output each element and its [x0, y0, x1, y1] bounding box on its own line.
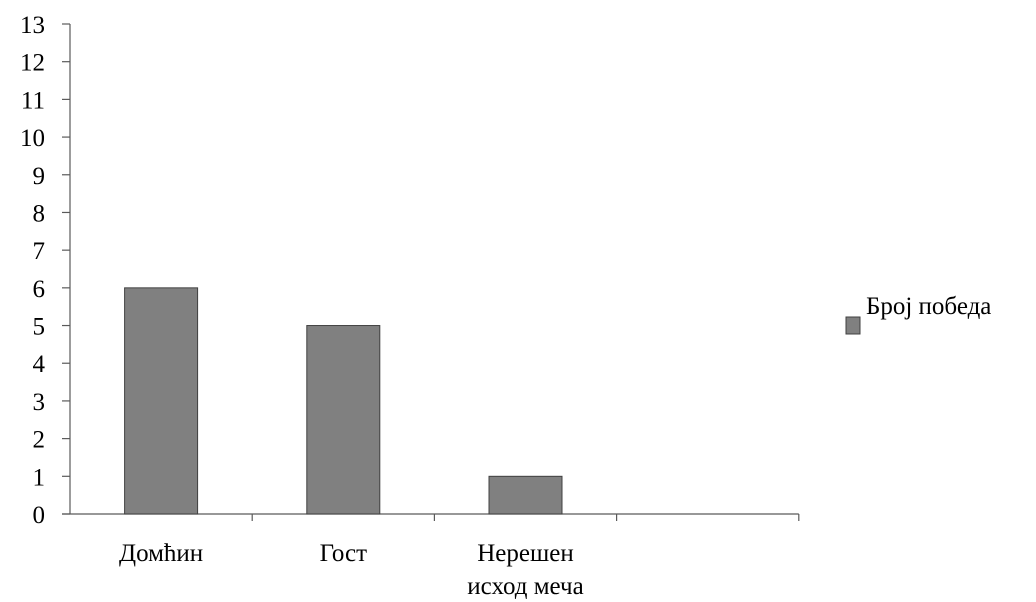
- legend-swatch: [845, 316, 861, 335]
- x-axis: [62, 513, 800, 521]
- y-tick-label: 0: [33, 502, 46, 529]
- x-category-label: Домћин: [119, 540, 203, 567]
- bar: [488, 475, 563, 515]
- y-tick-label: 12: [20, 50, 45, 77]
- y-tick-label: 13: [20, 12, 45, 39]
- y-tick-label: 4: [33, 351, 46, 378]
- y-tick-label: 6: [33, 276, 46, 303]
- y-tick-label: 8: [33, 200, 46, 227]
- category-labels: Домћин Гост Нерешен исход меча: [119, 540, 584, 600]
- y-tick-label: 5: [33, 314, 46, 341]
- legend: Број победа: [845, 293, 991, 335]
- y-tick-label: 1: [33, 464, 46, 491]
- x-category-label: Гост: [320, 540, 367, 567]
- bars: [124, 287, 563, 515]
- y-tick-label: 9: [33, 163, 46, 190]
- y-tick-label: 3: [33, 389, 46, 416]
- y-tick-label: 7: [33, 238, 46, 265]
- x-category-label: Нерешен исход меча: [467, 540, 583, 600]
- bar: [124, 287, 199, 515]
- y-tick-label: 10: [20, 125, 45, 152]
- y-tick-label: 11: [21, 87, 45, 114]
- bar: [306, 325, 381, 515]
- legend-label: Број победа: [866, 293, 991, 320]
- y-tick-label: 2: [33, 427, 46, 454]
